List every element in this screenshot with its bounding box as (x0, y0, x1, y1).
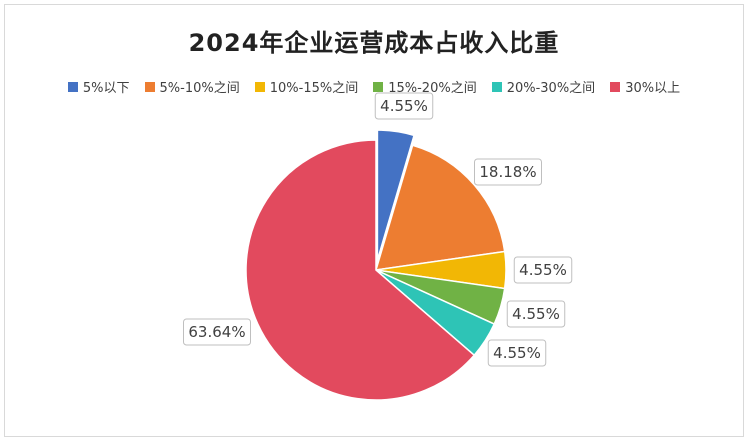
data-label-text-1: 18.18% (479, 163, 536, 181)
legend-item-5: 30%以上 (610, 77, 680, 96)
legend-swatch-1 (144, 81, 155, 92)
pie-slice-0 (376, 129, 416, 261)
legend-label-4: 20%-30%之间 (506, 81, 596, 96)
legend-item-1: 5%-10%之间 (144, 77, 240, 96)
legend-label-5: 30%以上 (625, 81, 681, 96)
pie-slice-5 (245, 139, 476, 401)
data-label-box-1 (474, 158, 542, 186)
data-label-1: 18.18% (474, 158, 542, 186)
legend-swatch-5 (610, 81, 621, 92)
legend-label-2: 10%-15%之间 (269, 81, 359, 96)
pie-slice-1 (374, 144, 506, 271)
chart-title: 2024年企业运营成本占收入比重 (188, 29, 560, 57)
legend-label-0: 5%以下 (82, 81, 130, 96)
data-label-box-0 (374, 92, 434, 120)
data-label-text-0: 4.55% (380, 97, 428, 115)
legend-item-4: 20%-30%之间 (491, 77, 596, 96)
data-label-box-4 (487, 339, 547, 367)
data-label-0: 4.55% (374, 92, 434, 120)
data-label-text-5: 63.64% (188, 323, 245, 341)
chart-legend: 5%以下 5%-10%之间 10%-15%之间 15%-20%之间 20%-30… (5, 77, 743, 96)
legend-swatch-4 (491, 81, 502, 92)
data-label-text-2: 4.55% (519, 261, 567, 279)
data-label-box-2 (513, 256, 573, 284)
legend-item-0: 5%以下 (67, 77, 130, 96)
data-label-5: 63.64% (183, 318, 251, 346)
legend-item-2: 10%-15%之间 (254, 77, 359, 96)
data-label-box-5 (183, 318, 251, 346)
legend-swatch-2 (254, 81, 265, 92)
legend-swatch-3 (373, 81, 384, 92)
data-label-4: 4.55% (487, 339, 547, 367)
legend-label-3: 15%-20%之间 (388, 81, 477, 96)
data-label-2: 4.55% (513, 256, 573, 284)
legend-label-1: 5%-10%之间 (159, 81, 240, 96)
data-label-text-3: 4.55% (512, 305, 560, 323)
data-label-box-3 (506, 300, 566, 328)
data-label-3: 4.55% (506, 300, 566, 328)
legend-item-3: 15%-20%之间 (373, 77, 477, 96)
legend-swatch-0 (67, 81, 78, 92)
data-label-text-4: 4.55% (493, 344, 541, 362)
